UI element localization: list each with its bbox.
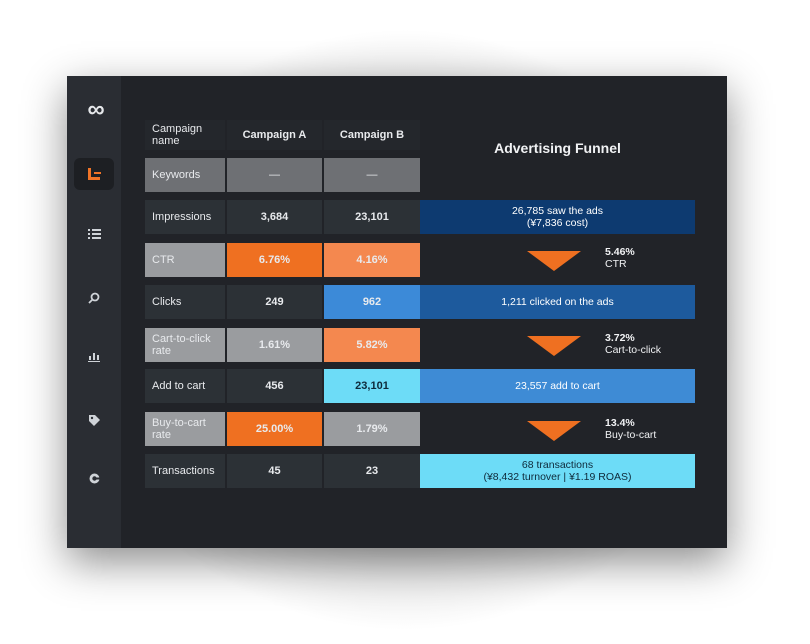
tag-icon[interactable]	[74, 404, 114, 436]
funnel-rate-label: Buy-to-cart	[605, 429, 657, 441]
funnel-rate-value: 13.4%	[605, 417, 635, 429]
funnel-arrow	[527, 251, 581, 271]
funnel-rate-label: Cart-to-click	[605, 344, 662, 356]
keywords-a[interactable]: —	[227, 158, 322, 192]
table-cell: 23,101	[324, 200, 420, 234]
bar-chart-icon[interactable]	[74, 340, 114, 372]
table-cell: 23	[324, 454, 420, 488]
header-campaign-name: Campaign name	[145, 120, 225, 150]
funnel-rate-label: CTR	[605, 258, 627, 270]
funnel-rate-cart-to-click: 3.72% Cart-to-click	[605, 332, 661, 356]
funnel-arrow	[527, 421, 581, 441]
funnel-rate-value: 5.46%	[605, 246, 635, 258]
header-campaign-b[interactable]: Campaign B	[324, 120, 420, 150]
app-window: ∞ Campaign name Campaign A Campaign B Ke…	[67, 76, 727, 548]
table-cell: 45	[227, 454, 322, 488]
funnel-stage-text: 68 transactions	[521, 459, 594, 471]
link-icon[interactable]: ∞	[87, 96, 104, 123]
funnel-stage-text: 26,785 saw the ads	[511, 205, 604, 217]
row-label: CTR	[145, 243, 225, 277]
table-cell: 249	[227, 285, 322, 319]
keywords-b[interactable]: —	[324, 158, 420, 192]
row-label: Transactions	[145, 454, 225, 488]
funnel-stage-text: 1,211 clicked on the ads	[501, 296, 614, 308]
row-label: Impressions	[145, 200, 225, 234]
table-cell: 5.82%	[324, 328, 420, 362]
row-label: Cart-to-click rate	[145, 328, 225, 362]
funnel-title: Advertising Funnel	[494, 140, 621, 156]
funnel-stage-subtext: (¥7,836 cost)	[526, 217, 589, 229]
row-label: Keywords	[145, 158, 225, 192]
row-label: Add to cart	[145, 369, 225, 403]
refresh-icon[interactable]	[74, 462, 114, 494]
table-cell: 962	[324, 285, 420, 319]
funnel-rate-buy-to-cart: 13.4% Buy-to-cart	[605, 417, 656, 441]
funnel-stage-add-to-cart: 23,557 add to cart	[420, 369, 695, 403]
table-cell: 23,101	[324, 369, 420, 403]
layout-icon[interactable]	[74, 158, 114, 190]
sidebar: ∞	[67, 76, 121, 548]
funnel-stage-clicks: 1,211 clicked on the ads	[420, 285, 695, 319]
list-icon[interactable]	[74, 218, 114, 250]
row-label: Buy-to-cart rate	[145, 412, 225, 446]
table-cell: 1.61%	[227, 328, 322, 362]
table-cell: 456	[227, 369, 322, 403]
funnel-rate-value: 3.72%	[605, 332, 635, 344]
table-cell: 4.16%	[324, 243, 420, 277]
table-cell: 6.76%	[227, 243, 322, 277]
search-icon[interactable]	[74, 282, 114, 314]
table-cell: 3,684	[227, 200, 322, 234]
funnel-stage-text: 23,557 add to cart	[515, 380, 600, 392]
table-cell: 1.79%	[324, 412, 420, 446]
funnel-stage-transactions: 68 transactions (¥8,432 turnover | ¥1.19…	[420, 454, 695, 488]
row-label: Clicks	[145, 285, 225, 319]
header-campaign-a[interactable]: Campaign A	[227, 120, 322, 150]
table-cell: 25.00%	[227, 412, 322, 446]
funnel-rate-ctr: 5.46% CTR	[605, 246, 635, 270]
funnel-arrow	[527, 336, 581, 356]
funnel-stage-impressions: 26,785 saw the ads (¥7,836 cost)	[420, 200, 695, 234]
funnel-stage-subtext: (¥8,432 turnover | ¥1.19 ROAS)	[483, 471, 632, 483]
